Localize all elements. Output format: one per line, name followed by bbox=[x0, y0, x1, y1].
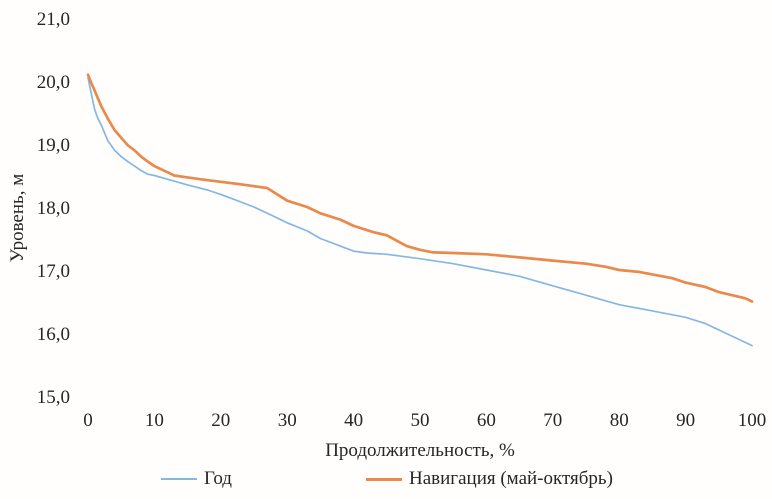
y-tick-label: 15,0 bbox=[37, 387, 70, 408]
y-tick-label: 19,0 bbox=[37, 135, 70, 156]
x-tick-label: 40 bbox=[344, 410, 363, 431]
y-tick-label: 20,0 bbox=[37, 72, 70, 93]
x-tick-label: 0 bbox=[83, 410, 93, 431]
legend-line-swatch-god bbox=[161, 478, 197, 480]
x-tick-label: 10 bbox=[145, 410, 164, 431]
x-tick-label: 20 bbox=[211, 410, 230, 431]
y-tick-label: 16,0 bbox=[37, 324, 70, 345]
series-line-god bbox=[87, 76, 753, 347]
x-tick-label: 70 bbox=[543, 410, 562, 431]
x-axis-title: Продолжительность, % bbox=[325, 440, 515, 461]
x-tick-label: 50 bbox=[411, 410, 430, 431]
y-tick-label: 21,0 bbox=[37, 9, 70, 30]
legend-item-navigation: Навигация (май-октябрь) bbox=[366, 466, 613, 492]
y-tick-label: 18,0 bbox=[37, 198, 70, 219]
x-tick-label: 90 bbox=[676, 410, 695, 431]
legend: Год Навигация (май-октябрь) bbox=[0, 466, 772, 492]
y-tick-label: 17,0 bbox=[37, 261, 70, 282]
legend-item-god: Год bbox=[161, 466, 232, 492]
x-tick-label: 60 bbox=[477, 410, 496, 431]
x-tick-label: 30 bbox=[278, 410, 297, 431]
legend-label-god: Год bbox=[204, 468, 232, 489]
x-tick-label: 100 bbox=[738, 410, 767, 431]
legend-line-swatch-navigation bbox=[366, 477, 402, 481]
x-tick-label: 80 bbox=[610, 410, 629, 431]
y-axis-title: Уровень, м bbox=[7, 173, 28, 263]
series-line-navigation bbox=[86, 73, 754, 303]
legend-label-navigation: Навигация (май-октябрь) bbox=[409, 468, 613, 489]
